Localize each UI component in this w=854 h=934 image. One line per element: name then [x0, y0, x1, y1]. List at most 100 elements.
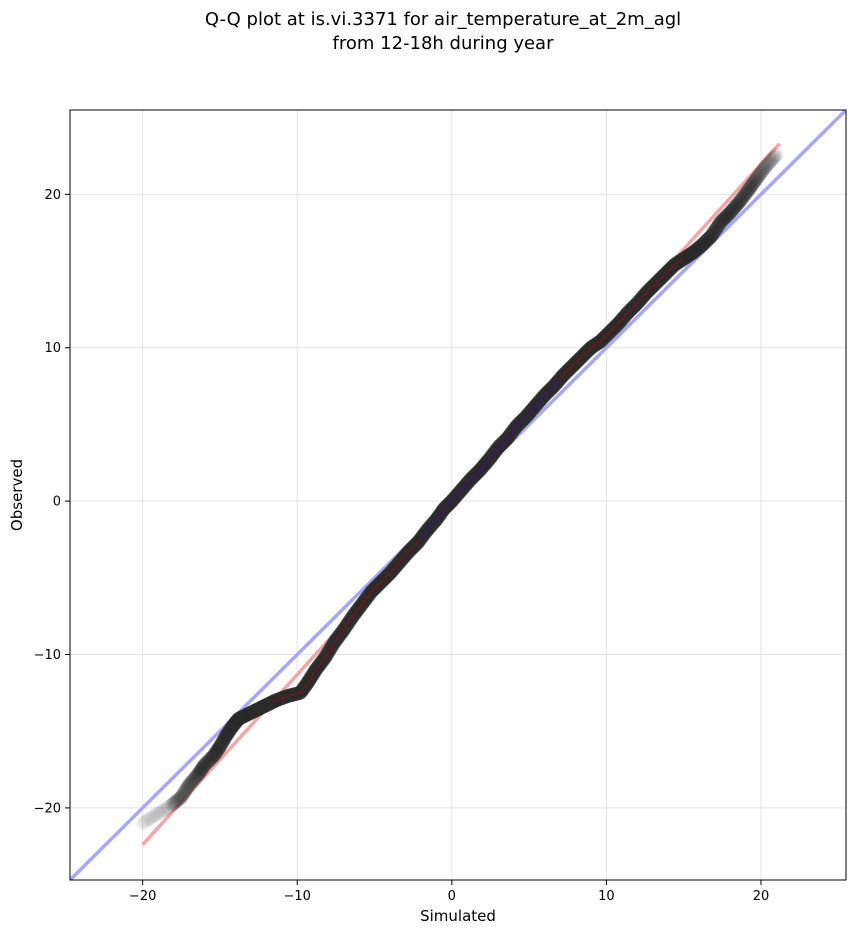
quantile-point: [249, 703, 264, 718]
quantile-point: [230, 713, 245, 728]
quantile-point: [763, 154, 778, 169]
quantile-point: [246, 704, 261, 719]
quantile-point: [223, 722, 238, 737]
quantile-point: [739, 185, 754, 200]
quantile-point: [209, 744, 224, 759]
quantile-point: [692, 240, 707, 255]
quantile-point: [206, 748, 221, 763]
quantile-point: [240, 707, 255, 722]
quantile-point: [173, 790, 188, 805]
quantile-point: [222, 723, 237, 738]
x-tick-label: 10: [598, 889, 615, 904]
quantile-point: [231, 712, 246, 727]
quantile-point: [242, 706, 257, 721]
quantile-point: [177, 784, 192, 799]
quantile-point: [703, 230, 718, 245]
quantile-point: [764, 152, 779, 167]
quantile-point: [681, 248, 696, 263]
x-tick-label: 20: [753, 889, 770, 904]
quantile-point: [264, 695, 279, 710]
fit-line: [141, 142, 781, 846]
quantile-point: [730, 197, 745, 212]
quantile-point: [721, 207, 736, 222]
quantile-point: [759, 158, 774, 173]
quantile-point: [747, 174, 762, 189]
quantile-point: [757, 160, 772, 175]
quantile-point: [148, 808, 163, 823]
quantile-point: [202, 753, 217, 768]
quantile-point: [764, 153, 779, 168]
quantile-point: [697, 235, 712, 250]
quantile-point: [146, 809, 161, 824]
chart-title: Q-Q plot at is.vi.3371 for air_temperatu…: [0, 8, 854, 56]
quantile-point: [208, 746, 223, 761]
quantile-point: [228, 715, 243, 730]
quantile-point: [685, 246, 700, 261]
quantile-point: [709, 221, 724, 236]
quantile-point: [236, 709, 251, 724]
quantile-point: [172, 791, 187, 806]
quantile-point: [691, 241, 706, 256]
quantile-point: [229, 714, 244, 729]
y-tick-label: 20: [44, 188, 61, 203]
quantile-point: [234, 710, 249, 725]
quantile-point: [227, 716, 242, 731]
quantile-point: [748, 172, 763, 187]
quantile-point: [180, 780, 195, 795]
quantile-point: [253, 701, 268, 716]
x-tick-label: −10: [284, 889, 311, 904]
quantile-point: [717, 211, 732, 226]
quantile-point: [209, 744, 224, 759]
quantile-point: [744, 178, 759, 193]
quantile-point: [198, 756, 213, 771]
quantile-point: [755, 164, 770, 179]
quantile-point: [213, 738, 228, 753]
quantile-point: [701, 231, 716, 246]
quantile-point: [259, 697, 274, 712]
quantile-point: [765, 151, 780, 166]
quantile-point: [240, 707, 255, 722]
quantile-point: [710, 219, 725, 234]
quantile-point: [231, 711, 246, 726]
quantile-point: [216, 734, 231, 749]
quantile-point: [224, 720, 239, 735]
quantile-point: [217, 731, 232, 746]
quantile-point: [698, 234, 713, 249]
quantile-point: [250, 702, 265, 717]
quantile-point: [711, 218, 726, 233]
quantile-point: [750, 171, 765, 186]
quantile-point: [165, 797, 180, 812]
quantile-point: [170, 792, 185, 807]
quantile-point: [224, 720, 239, 735]
quantile-point: [744, 178, 759, 193]
quantile-point: [689, 242, 704, 257]
quantile-point: [689, 242, 704, 257]
quantile-point: [199, 755, 214, 770]
quantile-point: [686, 245, 701, 260]
quantile-point: [211, 742, 226, 757]
quantile-point: [172, 791, 187, 806]
quantile-point: [758, 159, 773, 174]
quantile-point: [707, 224, 722, 239]
quantile-point: [192, 765, 207, 780]
quantile-point: [229, 714, 244, 729]
quantile-point: [711, 217, 726, 232]
quantile-point: [197, 757, 212, 772]
quantile-point: [180, 779, 195, 794]
quantile-point: [212, 740, 227, 755]
quantile-point: [245, 705, 260, 720]
quantile-point: [720, 208, 735, 223]
quantile-point: [769, 147, 784, 162]
quantile-point: [718, 210, 733, 225]
quantile-points: [135, 147, 784, 831]
quantile-point: [182, 777, 197, 792]
quantile-point: [729, 198, 744, 213]
quantile-point: [757, 161, 772, 176]
quantile-point: [719, 209, 734, 224]
quantile-point: [166, 796, 181, 811]
x-tick-label: 0: [448, 889, 456, 904]
quantile-point: [703, 229, 718, 244]
quantile-point: [684, 246, 699, 261]
quantile-point: [706, 225, 721, 240]
quantile-point: [177, 785, 192, 800]
